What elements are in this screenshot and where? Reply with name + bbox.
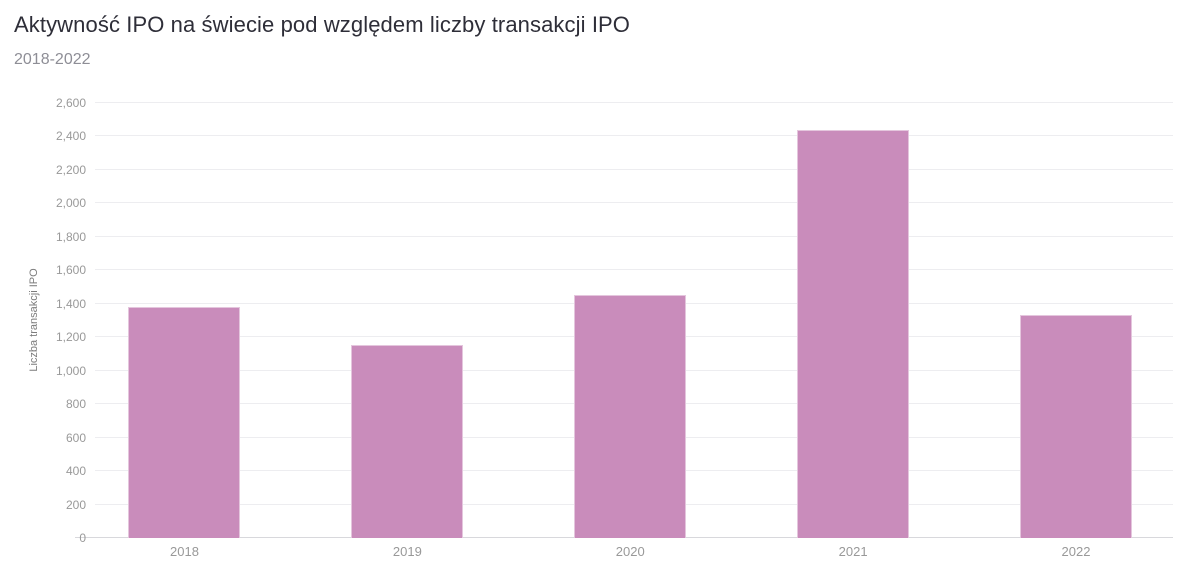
y-tick-label: 0 [79, 531, 86, 545]
y-tick-label: 1,800 [55, 229, 86, 244]
bar-2022[interactable] [1019, 314, 1132, 538]
gridline [95, 168, 1173, 170]
chart-subtitle: 2018-2022 [14, 51, 91, 68]
bar-2018[interactable] [128, 306, 241, 538]
x-tick-label: 2018 [170, 544, 199, 559]
chart-title: Aktywność IPO na świecie pod względem li… [14, 12, 631, 37]
y-tick-label: 2,400 [55, 129, 86, 144]
gridline [95, 102, 1173, 103]
y-tick-label: 1,600 [55, 263, 86, 278]
y-axis-title: Liczba transakcji IPO [28, 268, 40, 372]
y-tick-label: 400 [65, 464, 86, 479]
x-tick-label: 2020 [615, 544, 645, 559]
y-tick-label: 2,000 [55, 196, 86, 211]
x-tick-label: 2021 [838, 544, 868, 559]
bar-2020[interactable] [574, 295, 687, 538]
y-tick-label: 600 [65, 430, 86, 445]
gridline [95, 135, 1173, 137]
bar-2021[interactable] [797, 130, 910, 538]
gridline [95, 269, 1173, 271]
y-tick-label: 1,200 [55, 330, 86, 345]
plot-area: 0 200 400 600 800 1,000 1,200 1,400 1,600 1,800 2,… [56, 97, 1173, 558]
y-tick-label: 200 [65, 497, 86, 512]
gridline [95, 235, 1173, 237]
y-tick-label: 1,400 [55, 296, 86, 311]
gridline [95, 202, 1173, 204]
y-tick-label: 2,600 [55, 96, 86, 110]
y-tick-label: 2,200 [55, 162, 86, 177]
bar-2019[interactable] [351, 345, 464, 538]
x-tick-label: 2019 [392, 544, 422, 559]
y-tick-label: 1,000 [55, 363, 86, 378]
y-tick-label: 800 [65, 397, 86, 412]
x-tick-label: 2022 [1061, 544, 1091, 559]
